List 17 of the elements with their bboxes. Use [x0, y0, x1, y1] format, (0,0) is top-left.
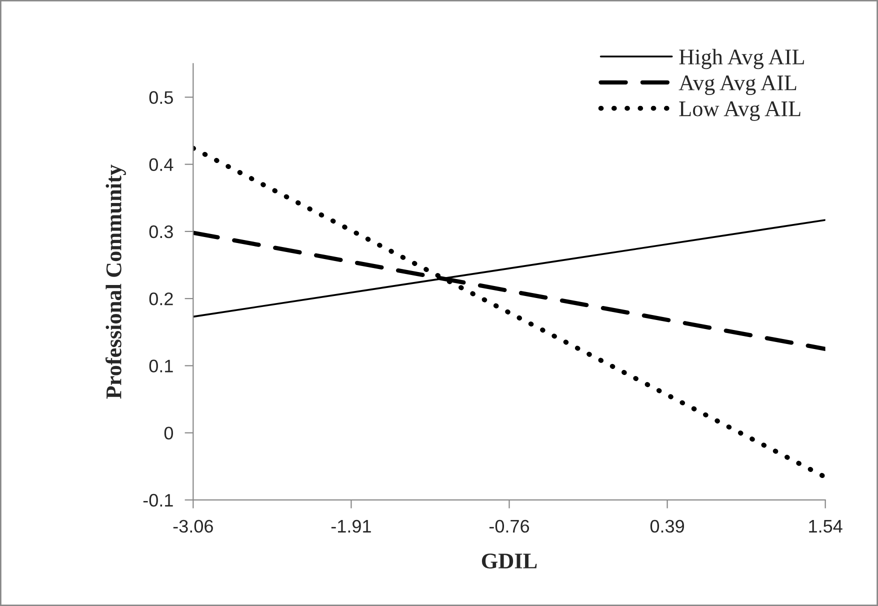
y-tick-label: 0.2	[149, 292, 173, 306]
legend-label: Low Avg AIL	[679, 101, 800, 121]
x-tick-label: 1.54	[809, 520, 842, 533]
y-tick-label: 0.3	[149, 225, 173, 238]
y-tick-label: 0.5	[149, 91, 173, 104]
x-tick-label: 0.39	[650, 520, 684, 533]
x-tick-label: -0.76	[489, 520, 530, 533]
x-axis-title: GDIL	[482, 554, 537, 569]
y-tick-label: -0.1	[143, 494, 173, 507]
y-tick-label: 0	[164, 426, 174, 440]
legend-label: High Avg AIL	[679, 48, 804, 70]
legend-label: Avg Avg AIL	[678, 76, 796, 95]
y-tick-label: 0.1	[149, 360, 173, 372]
y-tick-label: 0.4	[149, 158, 174, 172]
x-tick-label: -3.06	[173, 520, 213, 533]
x-tick-label: -1.91	[331, 520, 371, 533]
y-axis-title: Professional Community	[106, 164, 126, 399]
